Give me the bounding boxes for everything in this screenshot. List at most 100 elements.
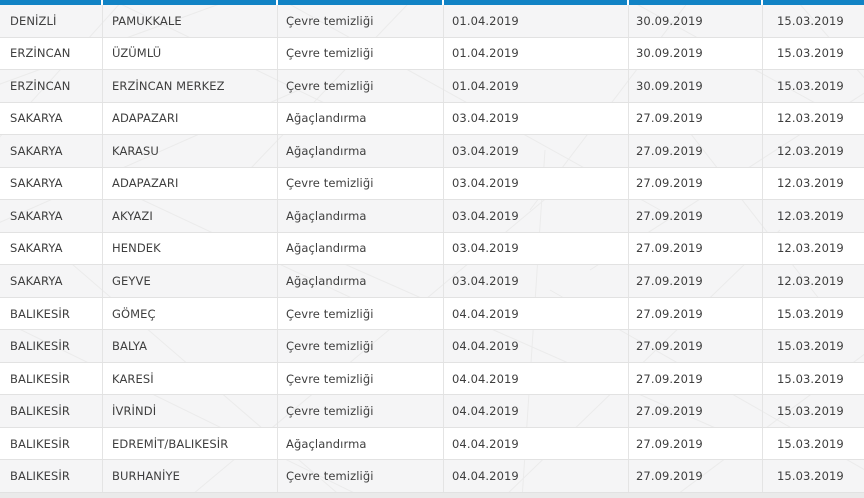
- activity-cell: Çevre temizliği: [278, 5, 444, 37]
- activity-cell: Çevre temizliği: [278, 297, 444, 330]
- province-cell: BALIKESİR: [0, 362, 103, 395]
- activity-cell: Ağaçlandırma: [278, 135, 444, 167]
- date3-cell: 15.03.2019: [777, 404, 844, 419]
- date3-cell: 12.03.2019: [777, 111, 844, 126]
- district-cell: ERZİNCAN MERKEZ: [103, 70, 278, 102]
- date1-cell: 04.04.2019: [444, 460, 629, 492]
- province-cell: BALIKESİR: [0, 395, 103, 427]
- date2-cell: 30.09.2019: [629, 37, 763, 70]
- table-row: BALIKESİR BALYA Çevre temizliği 04.04.2019 2…: [0, 330, 864, 363]
- date1-cell: 03.04.2019: [444, 200, 629, 232]
- activity-cell: Ağaçlandırma: [278, 102, 444, 135]
- table-row: SAKARYA ADAPAZARI Çevre temizliği 03.04.201…: [0, 167, 864, 201]
- date1-cell: 03.04.2019: [444, 135, 629, 167]
- date1-cell: 04.04.2019: [444, 362, 629, 395]
- district-cell: EDREMİT/BALIKESİR: [103, 427, 278, 460]
- activity-cell: Ağaçlandırma: [278, 200, 444, 232]
- table-row: BALIKESİR KARESİ Çevre temizliği 04.04.2019…: [0, 362, 864, 396]
- date2-cell: 27.09.2019: [629, 232, 763, 265]
- date2-cell: 27.09.2019: [629, 395, 763, 427]
- date3-cell: 15.03.2019: [777, 371, 844, 386]
- province-cell: ERZİNCAN: [0, 70, 103, 102]
- table-row: BALIKESİR BURHANİYE Çevre temizliği 04.04.2…: [0, 460, 864, 493]
- header-cell-activity: [278, 0, 444, 5]
- province-cell: SAKARYA: [0, 135, 103, 167]
- district-cell: GÖMEÇ: [103, 297, 278, 330]
- date1-cell: 01.04.2019: [444, 70, 629, 102]
- date1-cell: 04.04.2019: [444, 297, 629, 330]
- date2-cell: 30.09.2019: [629, 5, 763, 37]
- date2-cell: 27.09.2019: [629, 297, 763, 330]
- district-cell: KARASU: [103, 135, 278, 167]
- province-cell: SAKARYA: [0, 200, 103, 232]
- activity-cell: Ağaçlandırma: [278, 232, 444, 265]
- table-row: DENİZLİ PAMUKKALE Çevre temizliği 01.04.201…: [0, 5, 864, 38]
- district-cell: BURHANİYE: [103, 460, 278, 492]
- district-cell: ADAPAZARI: [103, 102, 278, 135]
- date3-cell: 15.03.2019: [777, 469, 844, 484]
- table-row: BALIKESİR GÖMEÇ Çevre temizliği 04.04.2019 2…: [0, 297, 864, 331]
- activity-cell: Çevre temizliği: [278, 70, 444, 102]
- table-row: SAKARYA ADAPAZARI Ağaçlandırma 03.04.2019 27…: [0, 102, 864, 136]
- activity-cell: Ağaçlandırma: [278, 265, 444, 297]
- date1-cell: 01.04.2019: [444, 5, 629, 37]
- activity-cell: Çevre temizliği: [278, 362, 444, 395]
- date2-cell: 27.09.2019: [629, 460, 763, 492]
- table-row: SAKARYA HENDEK Ağaçlandırma 03.04.2019 27.09…: [0, 232, 864, 266]
- header-cell-date2: [629, 0, 763, 5]
- province-cell: SAKARYA: [0, 265, 103, 297]
- table-row: ERZİNCAN ÜZÜMLÜ Çevre temizliği 01.04.2019 3…: [0, 37, 864, 71]
- table-bottom-strip: [0, 493, 864, 498]
- date1-cell: 03.04.2019: [444, 265, 629, 297]
- activity-cell: Çevre temizliği: [278, 167, 444, 200]
- header-cell-date1: [444, 0, 629, 5]
- date2-cell: 27.09.2019: [629, 362, 763, 395]
- date1-cell: 04.04.2019: [444, 395, 629, 427]
- province-cell: BALIKESİR: [0, 297, 103, 330]
- province-cell: SAKARYA: [0, 167, 103, 200]
- date2-cell: 27.09.2019: [629, 167, 763, 200]
- date3-cell: 15.03.2019: [777, 339, 844, 354]
- activity-cell: Çevre temizliği: [278, 395, 444, 427]
- date3-cell: 15.03.2019: [777, 13, 844, 28]
- date3-cell: 12.03.2019: [777, 176, 844, 191]
- date3-cell: 15.03.2019: [777, 306, 844, 321]
- province-cell: BALIKESİR: [0, 427, 103, 460]
- date1-cell: 03.04.2019: [444, 232, 629, 265]
- activity-cell: Ağaçlandırma: [278, 427, 444, 460]
- district-cell: BALYA: [103, 330, 278, 362]
- district-cell: ÜZÜMLÜ: [103, 37, 278, 70]
- date1-cell: 03.04.2019: [444, 102, 629, 135]
- district-cell: HENDEK: [103, 232, 278, 265]
- date1-cell: 04.04.2019: [444, 427, 629, 460]
- province-cell: SAKARYA: [0, 102, 103, 135]
- activity-cell: Çevre temizliği: [278, 37, 444, 70]
- district-cell: ADAPAZARI: [103, 167, 278, 200]
- date3-cell: 15.03.2019: [777, 46, 844, 61]
- table-row: BALIKESİR EDREMİT/BALIKESİR Ağaçlandırma 04…: [0, 427, 864, 461]
- province-cell: SAKARYA: [0, 232, 103, 265]
- date2-cell: 27.09.2019: [629, 102, 763, 135]
- activity-cell: Çevre temizliği: [278, 330, 444, 362]
- district-cell: PAMUKKALE: [103, 5, 278, 37]
- header-cell-date3: [763, 0, 864, 5]
- date2-cell: 27.09.2019: [629, 200, 763, 232]
- date3-cell: 12.03.2019: [777, 208, 844, 223]
- activity-cell: Çevre temizliği: [278, 460, 444, 492]
- header-cell-district: [103, 0, 278, 5]
- district-cell: GEYVE: [103, 265, 278, 297]
- table-header-strip: [0, 0, 864, 5]
- province-cell: DENİZLİ: [0, 5, 103, 37]
- date3-cell: 12.03.2019: [777, 143, 844, 158]
- province-cell: BALIKESİR: [0, 460, 103, 492]
- date3-cell: 15.03.2019: [777, 436, 844, 451]
- date3-cell: 12.03.2019: [777, 274, 844, 289]
- table-row: SAKARYA AKYAZI Ağaçlandırma 03.04.2019 27.09…: [0, 200, 864, 233]
- header-cell-province: [0, 0, 103, 5]
- date2-cell: 27.09.2019: [629, 135, 763, 167]
- date3-cell: 15.03.2019: [777, 78, 844, 93]
- district-cell: KARESİ: [103, 362, 278, 395]
- date1-cell: 04.04.2019: [444, 330, 629, 362]
- date1-cell: 01.04.2019: [444, 37, 629, 70]
